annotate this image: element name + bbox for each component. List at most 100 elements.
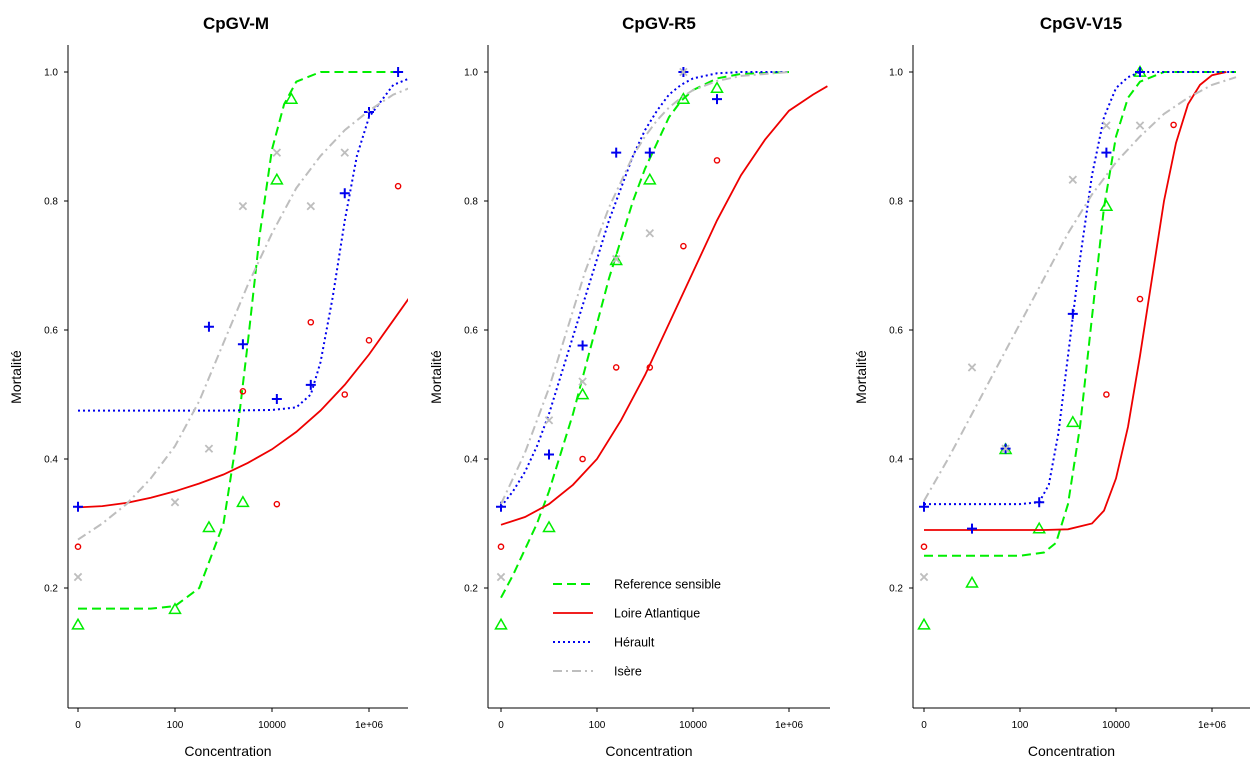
data-point-herault (712, 94, 722, 105)
data-point-reference-sensible (284, 92, 299, 104)
data-point-isere (1001, 444, 1010, 453)
x-tick-label: 100 (167, 720, 184, 731)
data-point-isere (1102, 121, 1111, 130)
series-reference-sensible (494, 71, 790, 630)
data-point-loire-atlantique (1170, 121, 1177, 129)
y-tick-label: 0.8 (889, 197, 903, 208)
data-point-reference-sensible (236, 495, 250, 508)
fit-curve-isere (77, 87, 408, 541)
y-tick-label: 0.6 (44, 326, 58, 337)
legend-label-isere: Isère (614, 665, 642, 679)
series-herault (73, 67, 437, 512)
x-tick-label: 10000 (258, 720, 286, 731)
x-tick-label: 1e+06 (775, 720, 804, 731)
data-point-isere (204, 444, 214, 453)
data-point-reference-sensible (202, 520, 216, 533)
x-tick-label: 0 (75, 720, 81, 731)
x-axis-label: Concentration (1028, 743, 1115, 759)
series-loire-atlantique (920, 71, 1227, 551)
panel-title: CpGV-R5 (622, 14, 696, 33)
data-point-loire-atlantique (239, 387, 247, 395)
y-tick-label: 1.0 (889, 68, 903, 79)
data-point-reference-sensible (676, 92, 691, 104)
data-point-isere (967, 363, 977, 372)
data-point-reference-sensible (575, 387, 590, 400)
data-point-herault (611, 147, 622, 158)
data-point-loire-atlantique (713, 157, 721, 164)
data-point-reference-sensible (542, 520, 556, 533)
legend-label-loire-atlantique: Loire Atlantique (614, 607, 700, 621)
y-tick-label: 0.6 (464, 326, 478, 337)
data-point-loire-atlantique (341, 391, 349, 398)
series-loire-atlantique (74, 182, 408, 551)
data-point-loire-atlantique (497, 543, 505, 551)
data-point-herault (364, 106, 374, 117)
data-point-reference-sensible (1099, 199, 1114, 212)
data-point-loire-atlantique (612, 364, 620, 371)
data-point-reference-sensible (965, 575, 979, 588)
data-point-isere (578, 377, 587, 386)
y-tick-label: 0.4 (889, 455, 903, 466)
y-axis-label: Mortalité (428, 350, 444, 404)
y-tick-label: 1.0 (464, 68, 478, 79)
data-point-isere (272, 148, 282, 157)
data-point-reference-sensible (71, 617, 85, 630)
legend: Reference sensible Loire Atlantique Héraul… (553, 578, 721, 679)
data-point-herault (73, 501, 83, 512)
data-point-herault (1135, 67, 1145, 77)
panel-cpgv-r5: CpGV-R5 0.2 0.4 0.6 0.8 1.0 0 100 10000 1e+06 Conc… (428, 14, 830, 759)
fit-curve-isere (500, 71, 790, 505)
series-isere (496, 67, 790, 582)
y-tick-label: 1.0 (44, 68, 58, 79)
data-point-loire-atlantique (307, 318, 315, 326)
y-tick-label: 0.8 (44, 197, 58, 208)
series-isere (919, 76, 1237, 582)
x-axis-label: Concentration (184, 743, 271, 759)
data-point-loire-atlantique (394, 182, 402, 190)
data-point-herault (393, 67, 404, 77)
data-point-herault (1034, 497, 1045, 508)
fit-curve-herault (924, 71, 1236, 506)
fit-curve-reference-sensible (78, 71, 394, 610)
x-axis-label: Concentration (605, 743, 692, 759)
data-point-loire-atlantique (1136, 295, 1144, 303)
fit-curve-herault (78, 77, 408, 412)
data-point-herault (644, 147, 655, 158)
data-point-reference-sensible (270, 172, 284, 185)
x-tick-label: 10000 (679, 720, 707, 731)
y-tick-label: 0.6 (889, 326, 903, 337)
data-point-loire-atlantique (74, 543, 82, 551)
data-point-loire-atlantique (920, 543, 928, 551)
x-tick-label: 0 (498, 720, 504, 731)
data-point-herault (339, 188, 350, 199)
x-tick-label: 0 (921, 720, 927, 731)
series-isere (73, 87, 408, 582)
data-point-isere (1135, 121, 1145, 130)
data-point-herault (427, 67, 437, 77)
data-point-isere (544, 416, 554, 425)
data-point-reference-sensible (168, 602, 182, 615)
data-point-herault (305, 379, 316, 390)
data-point-reference-sensible (917, 617, 931, 630)
data-point-reference-sensible (710, 81, 724, 93)
fit-curve-loire-atlantique (500, 85, 828, 526)
x-tick-label: 1e+06 (355, 720, 384, 731)
series-reference-sensible (917, 64, 1236, 630)
series-herault (919, 67, 1236, 534)
y-axis-label: Mortalité (8, 350, 24, 404)
panel-title: CpGV-V15 (1040, 14, 1122, 33)
panel-cpgv-v15: CpGV-V15 0.2 0.4 0.6 0.8 1.0 0 100 10000 1e+06 Con… (853, 14, 1250, 759)
x-tick-label: 1e+06 (1198, 720, 1227, 731)
x-tick-label: 10000 (1102, 720, 1130, 731)
data-point-isere (73, 572, 83, 582)
fit-curve-reference-sensible (500, 71, 790, 599)
data-point-herault (1101, 147, 1112, 158)
y-tick-label: 0.2 (889, 584, 903, 595)
data-point-isere (340, 148, 349, 157)
data-point-isere (919, 572, 929, 582)
series-loire-atlantique (497, 85, 828, 551)
data-point-loire-atlantique (680, 242, 687, 250)
data-point-reference-sensible (1066, 415, 1080, 428)
data-point-herault (967, 523, 977, 534)
